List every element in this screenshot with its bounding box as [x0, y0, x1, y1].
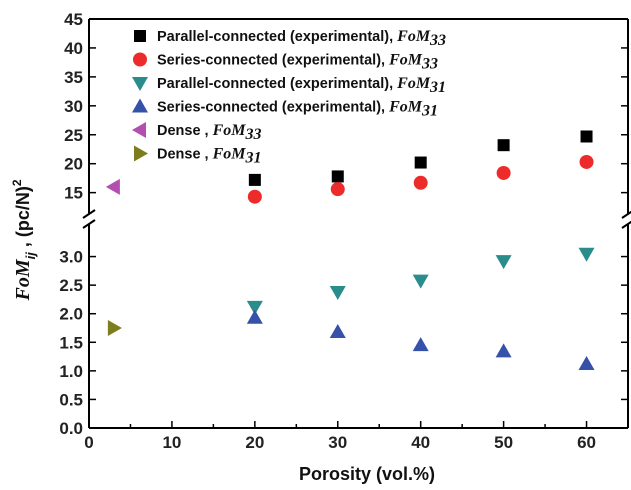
legend-marker: [132, 98, 148, 113]
data-point: [414, 156, 427, 169]
series-5: [107, 320, 122, 336]
y-axis-title-main: FoM: [12, 258, 34, 301]
x-tick-label: 30: [328, 433, 347, 452]
y-tick-label: 15: [64, 184, 83, 203]
data-point: [579, 154, 594, 169]
x-tick-label: 10: [162, 433, 181, 452]
y-axis-title-rest: , (pc/N): [13, 186, 33, 252]
y-tick-label: 20: [64, 155, 83, 174]
legend: Parallel-connected (experimental), FoM33…: [132, 28, 446, 167]
legend-item-2: Parallel-connected (experimental), FoM31: [132, 75, 446, 96]
axes: [82, 18, 631, 429]
legend-label: Parallel-connected (experimental), FoM31: [157, 75, 446, 96]
y-tick-label: 0.0: [59, 419, 83, 438]
y-axis-title-sub: ij: [23, 252, 38, 260]
y-tick-label: 3.0: [59, 248, 83, 267]
legend-item-5: Dense , FoM31: [134, 145, 262, 167]
data-point: [578, 356, 595, 370]
series-0: [248, 130, 593, 186]
x-tick-label: 50: [494, 433, 513, 452]
data-point: [246, 300, 263, 315]
data-point: [496, 165, 511, 180]
series-1: [247, 154, 594, 204]
y-tick-label: 40: [64, 39, 83, 58]
axis-break-mark-right-lower: [621, 220, 631, 229]
data-point: [248, 173, 261, 186]
legend-item-3: Series-connected (experimental), FoM31: [132, 98, 438, 120]
x-tick-label: 60: [577, 433, 596, 452]
data-point: [495, 343, 512, 358]
y-tick-label: 35: [64, 68, 83, 87]
ticks: 0 10 20 30 40 50 60 0.0 0.5 1.0 1.5 2.0 2.5 3.0 15 20 25…: [59, 10, 628, 452]
y-tick-label: 25: [64, 126, 83, 145]
legend-item-1: Series-connected (experimental), FoM33: [133, 52, 438, 73]
data-point: [330, 182, 345, 197]
data-point: [247, 189, 262, 204]
x-tick-label: 20: [245, 433, 264, 452]
legend-marker: [132, 77, 148, 91]
y-tick-label: 2.5: [59, 276, 83, 295]
legend-label: Parallel-connected (experimental), FoM33: [157, 28, 446, 49]
y-tick-label: 1.5: [59, 333, 83, 352]
x-axis-title: Porosity (vol.%): [299, 464, 435, 484]
data-point: [331, 170, 344, 183]
axis-break-mark-left-upper: [82, 209, 96, 219]
y-tick-label: 30: [64, 97, 83, 116]
data-point: [107, 320, 122, 336]
x-tick-label: 40: [411, 433, 430, 452]
legend-marker: [132, 122, 146, 138]
data-point: [495, 255, 512, 270]
axis-break-mark-left-lower: [82, 219, 96, 229]
legend-item-0: Parallel-connected (experimental), FoM33: [134, 28, 446, 49]
data-point: [580, 130, 593, 143]
y-tick-label: 45: [64, 10, 83, 29]
legend-label: Dense , FoM33: [157, 122, 262, 143]
series-4: [105, 178, 120, 195]
legend-item-4: Dense , FoM33: [132, 122, 262, 143]
y-axis-title-sup: 2: [10, 179, 24, 186]
svg-text:FoMij , (pc/N)2: FoMij , (pc/N)2: [10, 179, 38, 301]
legend-label: Series-connected (experimental), FoM31: [157, 99, 438, 120]
data-point: [578, 247, 595, 262]
axis-break-mark-right-upper: [621, 210, 631, 219]
data-marks: [105, 130, 595, 370]
data-point: [412, 274, 429, 289]
y-tick-label: 1.0: [59, 362, 83, 381]
y-tick-label: 0.5: [59, 390, 83, 409]
data-point: [497, 139, 510, 152]
y-tick-label: 2.0: [59, 305, 83, 324]
data-point: [329, 286, 346, 300]
series-2: [246, 247, 595, 315]
data-point: [246, 309, 263, 324]
x-tick-label: 0: [84, 433, 93, 452]
series-3: [246, 309, 595, 370]
data-point: [105, 178, 120, 195]
data-point: [413, 175, 428, 190]
legend-marker: [134, 30, 146, 42]
data-point: [412, 337, 429, 352]
legend-label: Series-connected (experimental), FoM33: [157, 52, 438, 73]
y-axis-title: FoMij , (pc/N)2: [10, 179, 38, 301]
legend-label: Dense , FoM31: [157, 146, 262, 167]
data-point: [329, 324, 346, 338]
legend-marker: [133, 52, 147, 67]
legend-marker: [134, 145, 148, 162]
